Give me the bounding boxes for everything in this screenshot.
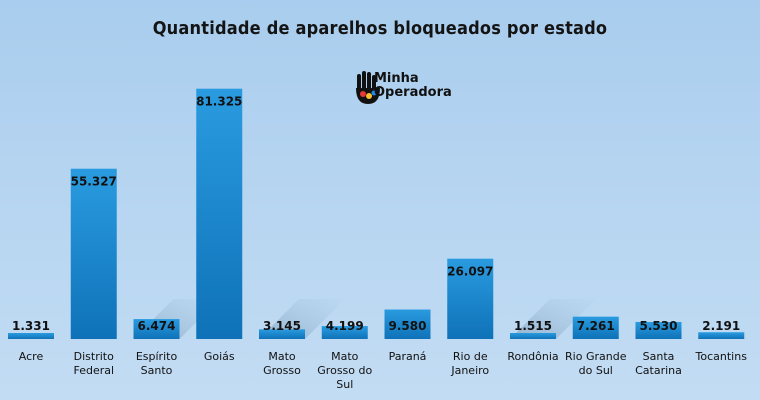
bar-value-label: 4.199: [326, 319, 364, 333]
bar-10: [635, 321, 682, 339]
category-label: Rio Grande do Sul: [565, 350, 627, 377]
category-labels-group: Acre Distrito Federal Espírito Santo Goiás Mat…: [19, 350, 747, 391]
bar-0: [8, 333, 54, 339]
bar-8: [510, 333, 556, 339]
logo-text-line-2: Operadora: [374, 85, 452, 100]
bar-shadow: [259, 299, 345, 339]
bar-value-label: 2.191: [702, 319, 740, 333]
bar-6: [384, 309, 431, 339]
bar-1: [70, 168, 117, 339]
bar-value-label: 1.515: [514, 319, 552, 333]
category-label: Mato Grosso: [263, 350, 301, 377]
bar-9: [572, 316, 619, 339]
bar-4: [259, 329, 305, 339]
category-label: Rio de Janeiro: [450, 350, 489, 377]
bar-value-label: 6.474: [138, 319, 176, 333]
category-label: Acre: [19, 350, 44, 363]
bar-shadow: [510, 299, 596, 339]
bar-value-label: 9.580: [389, 319, 427, 333]
category-label: Santa Catarina: [635, 350, 682, 377]
bar-value-label: 3.145: [263, 319, 301, 333]
category-label: Goiás: [204, 350, 235, 363]
value-labels-group: 1.331 55.327 6.474 81.325 3.145 4.199 9.580 26.…: [12, 95, 740, 333]
bar-11: [698, 332, 745, 339]
bar-5: [321, 326, 368, 339]
bar-2: [133, 319, 180, 339]
bar-value-label: 1.331: [12, 319, 50, 333]
bar-value-label: 55.327: [71, 175, 117, 189]
minha-operadora-logo: Minha Operadora: [354, 70, 464, 110]
category-label: Paraná: [389, 350, 427, 363]
category-label: Tocantins: [695, 350, 748, 363]
bar-value-label: 7.261: [577, 319, 615, 333]
hand-logo-icon: [356, 71, 380, 104]
bar-value-label: 26.097: [447, 265, 493, 279]
bar-7: [447, 258, 494, 339]
logo-text-line-1: Minha: [374, 71, 419, 86]
bar-value-label: 5.530: [640, 319, 678, 333]
category-label: Rondônia: [507, 350, 558, 363]
bar-3: [196, 88, 243, 339]
bars-group: [8, 88, 745, 339]
bar-value-label: 81.325: [196, 95, 242, 109]
category-label: Distrito Federal: [73, 350, 114, 377]
category-label: Mato Grosso do Sul: [317, 350, 372, 391]
category-label: Espírito Santo: [136, 350, 178, 377]
chart-title: Quantidade de aparelhos bloqueados por e…: [152, 18, 608, 39]
